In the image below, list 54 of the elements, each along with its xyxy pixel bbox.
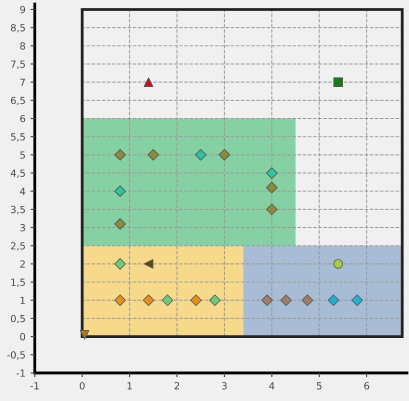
- point: [351, 294, 363, 306]
- y-tick-label: 3,5: [11, 206, 25, 214]
- point: [266, 204, 278, 216]
- point: [148, 149, 160, 161]
- x-tick-label: 2: [174, 382, 180, 390]
- y-tick-label: 2,5: [10, 242, 25, 251]
- point: [142, 294, 154, 306]
- y-tick-label: 4,5: [10, 170, 25, 178]
- point: [209, 294, 221, 306]
- point: [266, 182, 278, 194]
- y-tick-label: 3: [20, 224, 25, 232]
- y-tick-label: 8: [20, 42, 26, 50]
- x-tick-label: -1: [30, 382, 39, 390]
- point: [266, 167, 278, 179]
- y-tick-label: 1: [20, 296, 25, 304]
- y-tick-label: 0: [20, 333, 26, 340]
- point: [328, 294, 340, 306]
- point: [80, 330, 90, 340]
- point: [114, 258, 126, 270]
- y-tick-label: 7: [20, 78, 25, 86]
- y-tick-label: 9: [20, 6, 26, 14]
- point: [144, 77, 154, 87]
- x-tick-label: 0: [80, 382, 85, 390]
- y-tick-label: -0,5: [7, 351, 25, 360]
- y-tick-label: 4: [20, 188, 26, 195]
- y-tick-label: 6: [20, 114, 26, 122]
- point: [114, 294, 126, 306]
- point: [194, 149, 207, 161]
- x-tick-label: 1: [128, 382, 132, 390]
- y-tick-label: 5: [20, 151, 25, 159]
- point: [261, 294, 273, 306]
- point: [280, 294, 292, 306]
- y-tick-label: 5,5: [11, 133, 25, 142]
- point: [333, 259, 344, 269]
- y-tick-label: 7,5: [11, 60, 25, 69]
- point: [190, 294, 202, 306]
- y-tick-label: 2: [20, 260, 25, 268]
- point: [114, 218, 126, 230]
- x-tick-label: 3: [222, 382, 227, 390]
- x-tick-label: 4: [269, 382, 274, 390]
- point: [144, 259, 154, 269]
- point: [162, 294, 174, 306]
- x-tick-label: 5: [316, 382, 322, 390]
- point: [333, 77, 344, 87]
- y-tick-label: 6,5: [10, 96, 25, 106]
- y-tick-label: -1: [16, 370, 25, 377]
- y-tick-label: 1,5: [11, 278, 25, 287]
- y-tick-label: 0,5: [10, 314, 25, 324]
- point: [114, 185, 126, 197]
- x-tick-label: 6: [364, 382, 370, 390]
- point: [302, 294, 314, 306]
- y-tick-label: 8,5: [10, 24, 25, 32]
- point: [218, 149, 230, 161]
- point: [114, 149, 126, 161]
